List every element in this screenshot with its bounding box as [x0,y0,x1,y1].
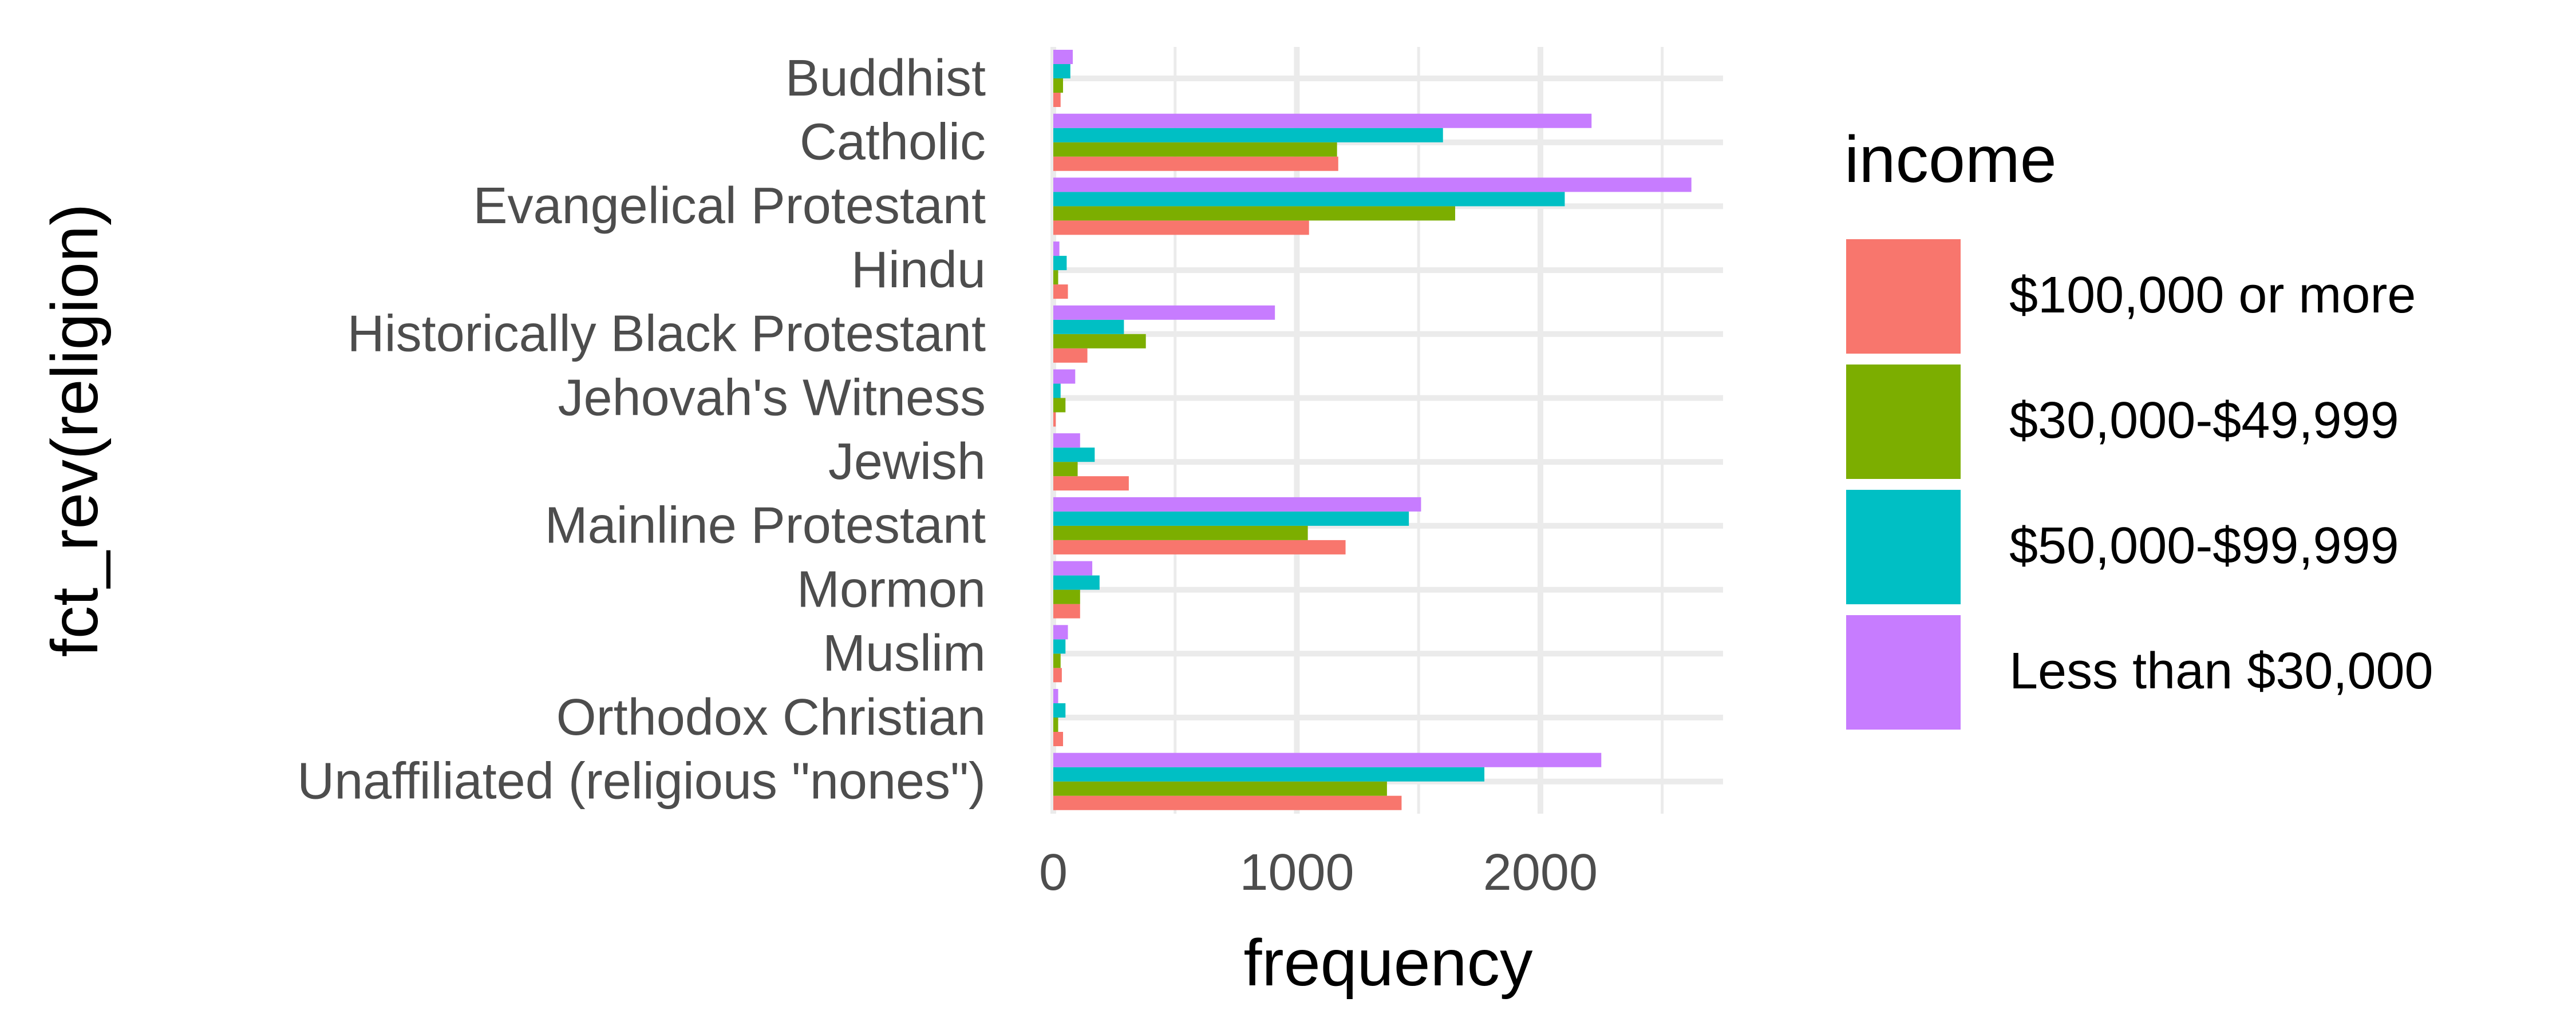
category-label: Mormon [797,561,986,618]
bar: Evangelical Protestant — $50,000-$99,999… [1053,192,1565,207]
bar: Hindu — $30,000-$49,999: 20 [1053,270,1058,285]
bar: Mainline Protestant — $30,000-$49,999: 1… [1053,525,1308,540]
bar: Jehovah's Witness — $50,000-$99,999: 30 [1053,383,1061,398]
value-axis: 0 1000 2000 [1039,844,1598,901]
legend: income $100,000 or more $30,000-$49,999 $5… [1844,123,2433,730]
bar: Orthodox Christian — $50,000-$99,999: 50 [1053,703,1066,718]
bar: Jewish — $50,000-$99,999: 170 [1053,447,1095,462]
bar: Unaffiliated (religious "nones") — $100,… [1053,795,1402,810]
x-axis-title: frequency [1243,926,1533,1000]
category-label: Hindu [851,241,986,299]
bar: Mainline Protestant — $50,000-$99,999: 1… [1053,511,1409,526]
bar: Jehovah's Witness — Less than $30,000: 9… [1053,369,1076,384]
category-label: Jehovah's Witness [558,369,986,426]
bar: Orthodox Christian — $100,000 or more: 4… [1053,732,1064,746]
x-tick-label: 2000 [1483,844,1598,901]
legend-key [1846,365,1961,479]
bar: Unaffiliated (religious "nones") — $50,0… [1053,767,1485,782]
bar: Buddhist — Less than $30,000: 80 [1053,50,1073,64]
category-label: Buddhist [785,50,986,107]
bar: Mainline Protestant — $100,000 or more: … [1053,540,1346,554]
bar: Mainline Protestant — Less than $30,000:… [1053,497,1421,512]
bar: Catholic — Less than $30,000: 2210 [1053,113,1592,128]
bar: Jehovah's Witness — $100,000 or more: 10 [1053,412,1056,427]
bar: Muslim — Less than $30,000: 60 [1053,625,1068,640]
legend-items: $100,000 or more $30,000-$49,999 $50,000-$… [1846,239,2433,730]
bar: Muslim — $30,000-$49,999: 30 [1053,653,1061,668]
bar: Evangelical Protestant — Less than $30,0… [1053,177,1692,192]
category-label: Evangelical Protestant [473,177,986,235]
bar: Jewish — Less than $30,000: 110 [1053,433,1080,448]
bar: Hindu — Less than $30,000: 25 [1053,241,1060,256]
bar: Jewish — $30,000-$49,999: 100 [1053,462,1078,477]
bar: Hindu — $100,000 or more: 60 [1053,284,1068,299]
category-axis: Buddhist Catholic Evangelical Protestant Hi… [297,50,986,810]
legend-key [1846,615,1961,730]
bar: Orthodox Christian — Less than $30,000: … [1053,689,1058,703]
bar: Catholic — $30,000-$49,999: 1165 [1053,142,1337,157]
bar: Jehovah's Witness — $30,000-$49,999: 50 [1053,398,1066,413]
legend-label: $50,000-$99,999 [2009,517,2399,575]
category-label: Historically Black Protestant [347,306,986,363]
bar: Muslim — $100,000 or more: 35 [1053,668,1062,683]
category-label: Muslim [823,625,986,682]
bar: Jewish — $100,000 or more: 310 [1053,476,1129,491]
bars: Buddhist — $100,000 or more: 30Buddhist … [1053,50,1692,810]
bar: Buddhist — $30,000-$49,999: 40 [1053,78,1064,93]
bar: Evangelical Protestant — $100,000 or mor… [1053,220,1309,235]
bar: Unaffiliated (religious "nones") — Less … [1053,752,1602,767]
bar: Muslim — $50,000-$99,999: 50 [1053,639,1066,654]
legend-key [1846,490,1961,604]
category-label: Mainline Protestant [545,497,986,554]
bar: Mormon — $30,000-$49,999: 110 [1053,589,1080,604]
bar: Buddhist — $50,000-$99,999: 70 [1053,64,1070,78]
category-label: Catholic [800,113,986,171]
bar: Mormon — $50,000-$99,999: 190 [1053,575,1100,590]
bar: Historically Black Protestant — $100,000… [1053,348,1088,363]
bar: Mormon — $100,000 or more: 110 [1053,604,1080,619]
bar: Buddhist — $100,000 or more: 30 [1053,93,1061,107]
bar: Evangelical Protestant — $30,000-$49,999… [1053,206,1455,221]
legend-label: Less than $30,000 [2009,643,2433,700]
bar: Mormon — Less than $30,000: 160 [1053,561,1093,576]
bar: Catholic — $50,000-$99,999: 1600 [1053,128,1443,142]
bar: Hindu — $50,000-$99,999: 55 [1053,256,1067,271]
x-tick-label: 1000 [1239,844,1354,901]
category-label: Orthodox Christian [556,689,986,746]
bar: Historically Black Protestant — Less tha… [1053,305,1275,320]
category-label: Jewish [828,433,986,490]
y-axis-title: fct_rev(religion) [38,204,112,657]
x-tick-label: 0 [1039,844,1068,901]
bar: Historically Black Protestant — $30,000-… [1053,334,1146,348]
legend-title: income [1844,123,2057,196]
category-label: Unaffiliated (religious "nones") [297,752,986,810]
legend-label: $30,000-$49,999 [2009,392,2399,449]
bar: Orthodox Christian — $30,000-$49,999: 20 [1053,718,1058,732]
legend-key [1846,239,1961,354]
legend-label: $100,000 or more [2009,267,2416,324]
bar: Catholic — $100,000 or more: 1170 [1053,156,1338,171]
bar: Historically Black Protestant — $50,000-… [1053,319,1124,334]
bar: Unaffiliated (religious "nones") — $30,0… [1053,781,1387,796]
